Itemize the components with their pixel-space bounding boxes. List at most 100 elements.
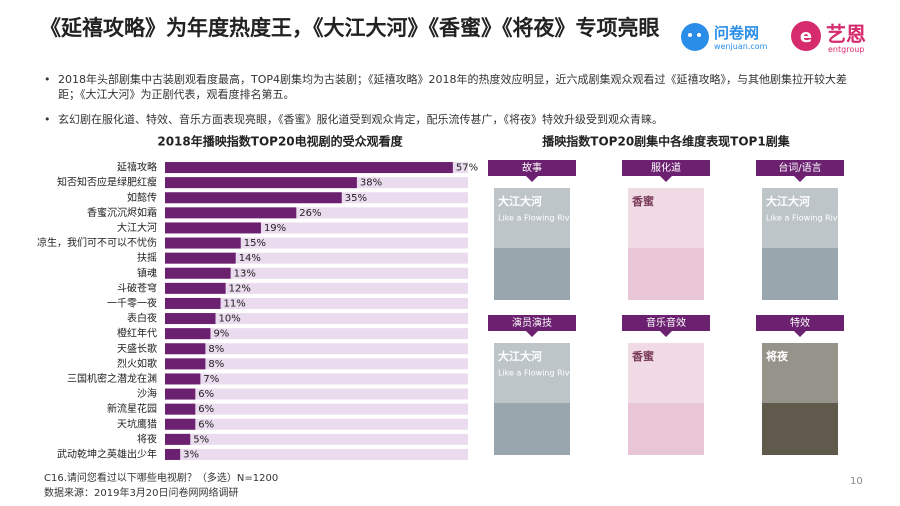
bar [165,358,206,370]
category-label: 烈火如歌 [117,357,157,370]
poster-sky [628,188,704,248]
bar [165,237,241,249]
poster [628,188,704,300]
bar [165,313,216,325]
bar [165,403,196,415]
bar-track [165,237,468,249]
category-label: 天坑鹰猎 [117,417,157,430]
value-label: 6% [198,404,214,415]
value-label: 5% [193,434,209,445]
logo-icon: e [791,21,821,51]
poster-title: 大江大河 [498,194,542,208]
bar [165,282,226,294]
poster-title: 香蜜 [631,349,654,363]
bullet: 2018年头部剧集中古装剧观看度最高，TOP4剧集均为古装剧；《延禧攻略》201… [44,72,848,102]
poster [762,188,838,300]
value-label: 19% [264,223,286,234]
bar-track [165,358,468,370]
poster-title: 大江大河 [498,349,542,363]
category-label: 将夜 [137,432,157,445]
bar [165,328,211,340]
category-label: 天盛长歌 [117,342,157,355]
slide-title: 《延禧攻略》为年度热度王，《大江大河》《香蜜》《将夜》专项亮眼 [40,16,660,40]
category-label: 知否知否应是绿肥红瘦 [57,176,157,189]
category-label: 镇魂 [137,266,157,279]
poster [494,343,570,455]
dimension-label: 服化道 [651,161,681,174]
poster [628,343,704,455]
category-label: 如懿传 [127,191,157,204]
dimension-tab [488,315,576,337]
chart: 2018年播映指数TOP20电视剧的受众观看度 播映指数TOP20剧集中各维度表… [37,134,847,461]
footnote: C16.请问您看过以下哪些电视剧？（多选）N=1200 [44,473,279,484]
category-label: 沙海 [137,387,157,400]
bullet: 玄幻剧在服化道、特效、音乐方面表现亮眼，《香蜜》服化道受到观众肯定，配乐流传甚广… [44,112,848,127]
bar-track [165,207,468,219]
bar [165,222,261,234]
bar [165,177,357,189]
value-label: 13% [234,268,256,279]
poster [762,343,838,455]
poster-sky [494,188,570,248]
value-label: 12% [229,283,251,294]
category-label: 斗破苍穹 [117,281,157,294]
bar [165,448,181,460]
bar-track [165,297,468,309]
value-label: 9% [213,329,229,340]
bar [165,433,191,445]
footnote: 数据来源：2019年3月20日问卷网网络调研 [44,488,239,499]
dimension-tab [622,315,710,337]
category-label: 扶摇 [137,251,157,264]
logo-en: entgroup [828,45,865,54]
category-label: 新流星花园 [107,402,157,415]
bar [165,418,196,430]
bar-track [165,373,468,385]
logo-text: 问卷网 [714,24,760,42]
dimension-tab [756,315,844,337]
dimension-label: 演员演技 [512,316,552,329]
svg-text:e: e [800,26,812,47]
value-label: 3% [183,449,199,460]
dimension-tab [756,160,844,182]
poster-subtitle: Like a Flowing River [498,369,579,378]
category-label: 一千零一夜 [107,296,157,309]
poster-subtitle: Like a Flowing River [766,214,847,223]
dimension-label: 故事 [522,161,542,174]
poster-sky [762,343,838,403]
poster-sky [494,343,570,403]
value-label: 7% [203,374,219,385]
poster-sky [762,188,838,248]
category-label: 凉生，我们可不可以不忧伤 [37,236,157,249]
category-label: 橙红年代 [117,327,157,340]
poster-subtitle: Like a Flowing River [498,214,579,223]
value-label: 11% [224,298,246,309]
value-label: 26% [299,208,321,219]
logo-icon [681,23,709,51]
bar [165,297,221,309]
bar-track [165,313,468,325]
bar-track [165,388,468,400]
value-label: 6% [198,389,214,400]
category-label: 延禧攻略 [117,161,157,174]
panel-title: 播映指数TOP20剧集中各维度表现TOP1剧集 [542,134,790,149]
bar-track [165,418,468,430]
poster-title: 大江大河 [766,194,810,208]
dimension-label: 台词/语言 [778,161,821,174]
bar [165,343,206,355]
bar-track [165,448,468,460]
bar-track [165,343,468,355]
logo-url: wenjuan.com [714,42,768,51]
bar-track [165,328,468,340]
category-label: 大江大河 [117,221,157,234]
logo-wenjuan: 问卷网 wenjuan.com [680,20,780,60]
value-label: 14% [239,253,261,264]
bar-track [165,403,468,415]
dimension-label: 特效 [790,316,810,329]
category-label: 香蜜沉沉烬如霜 [87,206,157,219]
value-label: 8% [208,359,224,370]
category-label: 表白夜 [127,312,157,325]
bar [165,388,196,400]
bar-track [165,267,468,279]
poster-sky [628,343,704,403]
